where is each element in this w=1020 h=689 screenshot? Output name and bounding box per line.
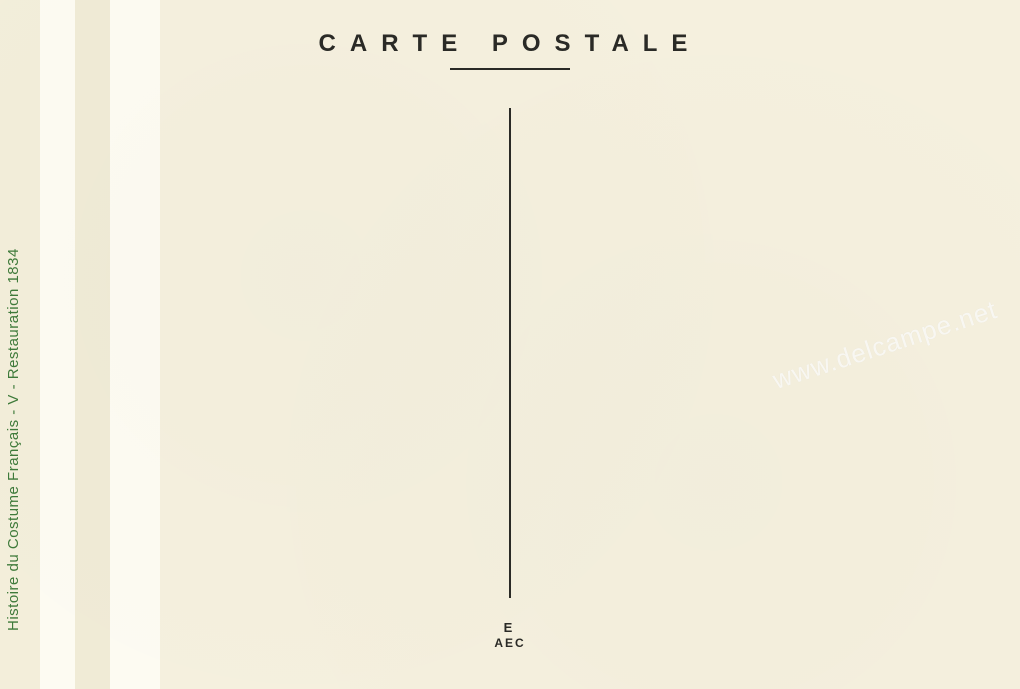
printer-code: E AEC	[0, 620, 1020, 651]
printer-code-line-1: E	[0, 620, 1020, 636]
card-title: CARTE POSTALE	[0, 30, 1020, 58]
left-margin-caption: Histoire du Costume Français - V - Resta…	[5, 248, 22, 631]
center-vertical-divider	[509, 108, 511, 598]
printer-code-line-2: AEC	[0, 636, 1020, 651]
title-underline-rule	[450, 68, 570, 70]
